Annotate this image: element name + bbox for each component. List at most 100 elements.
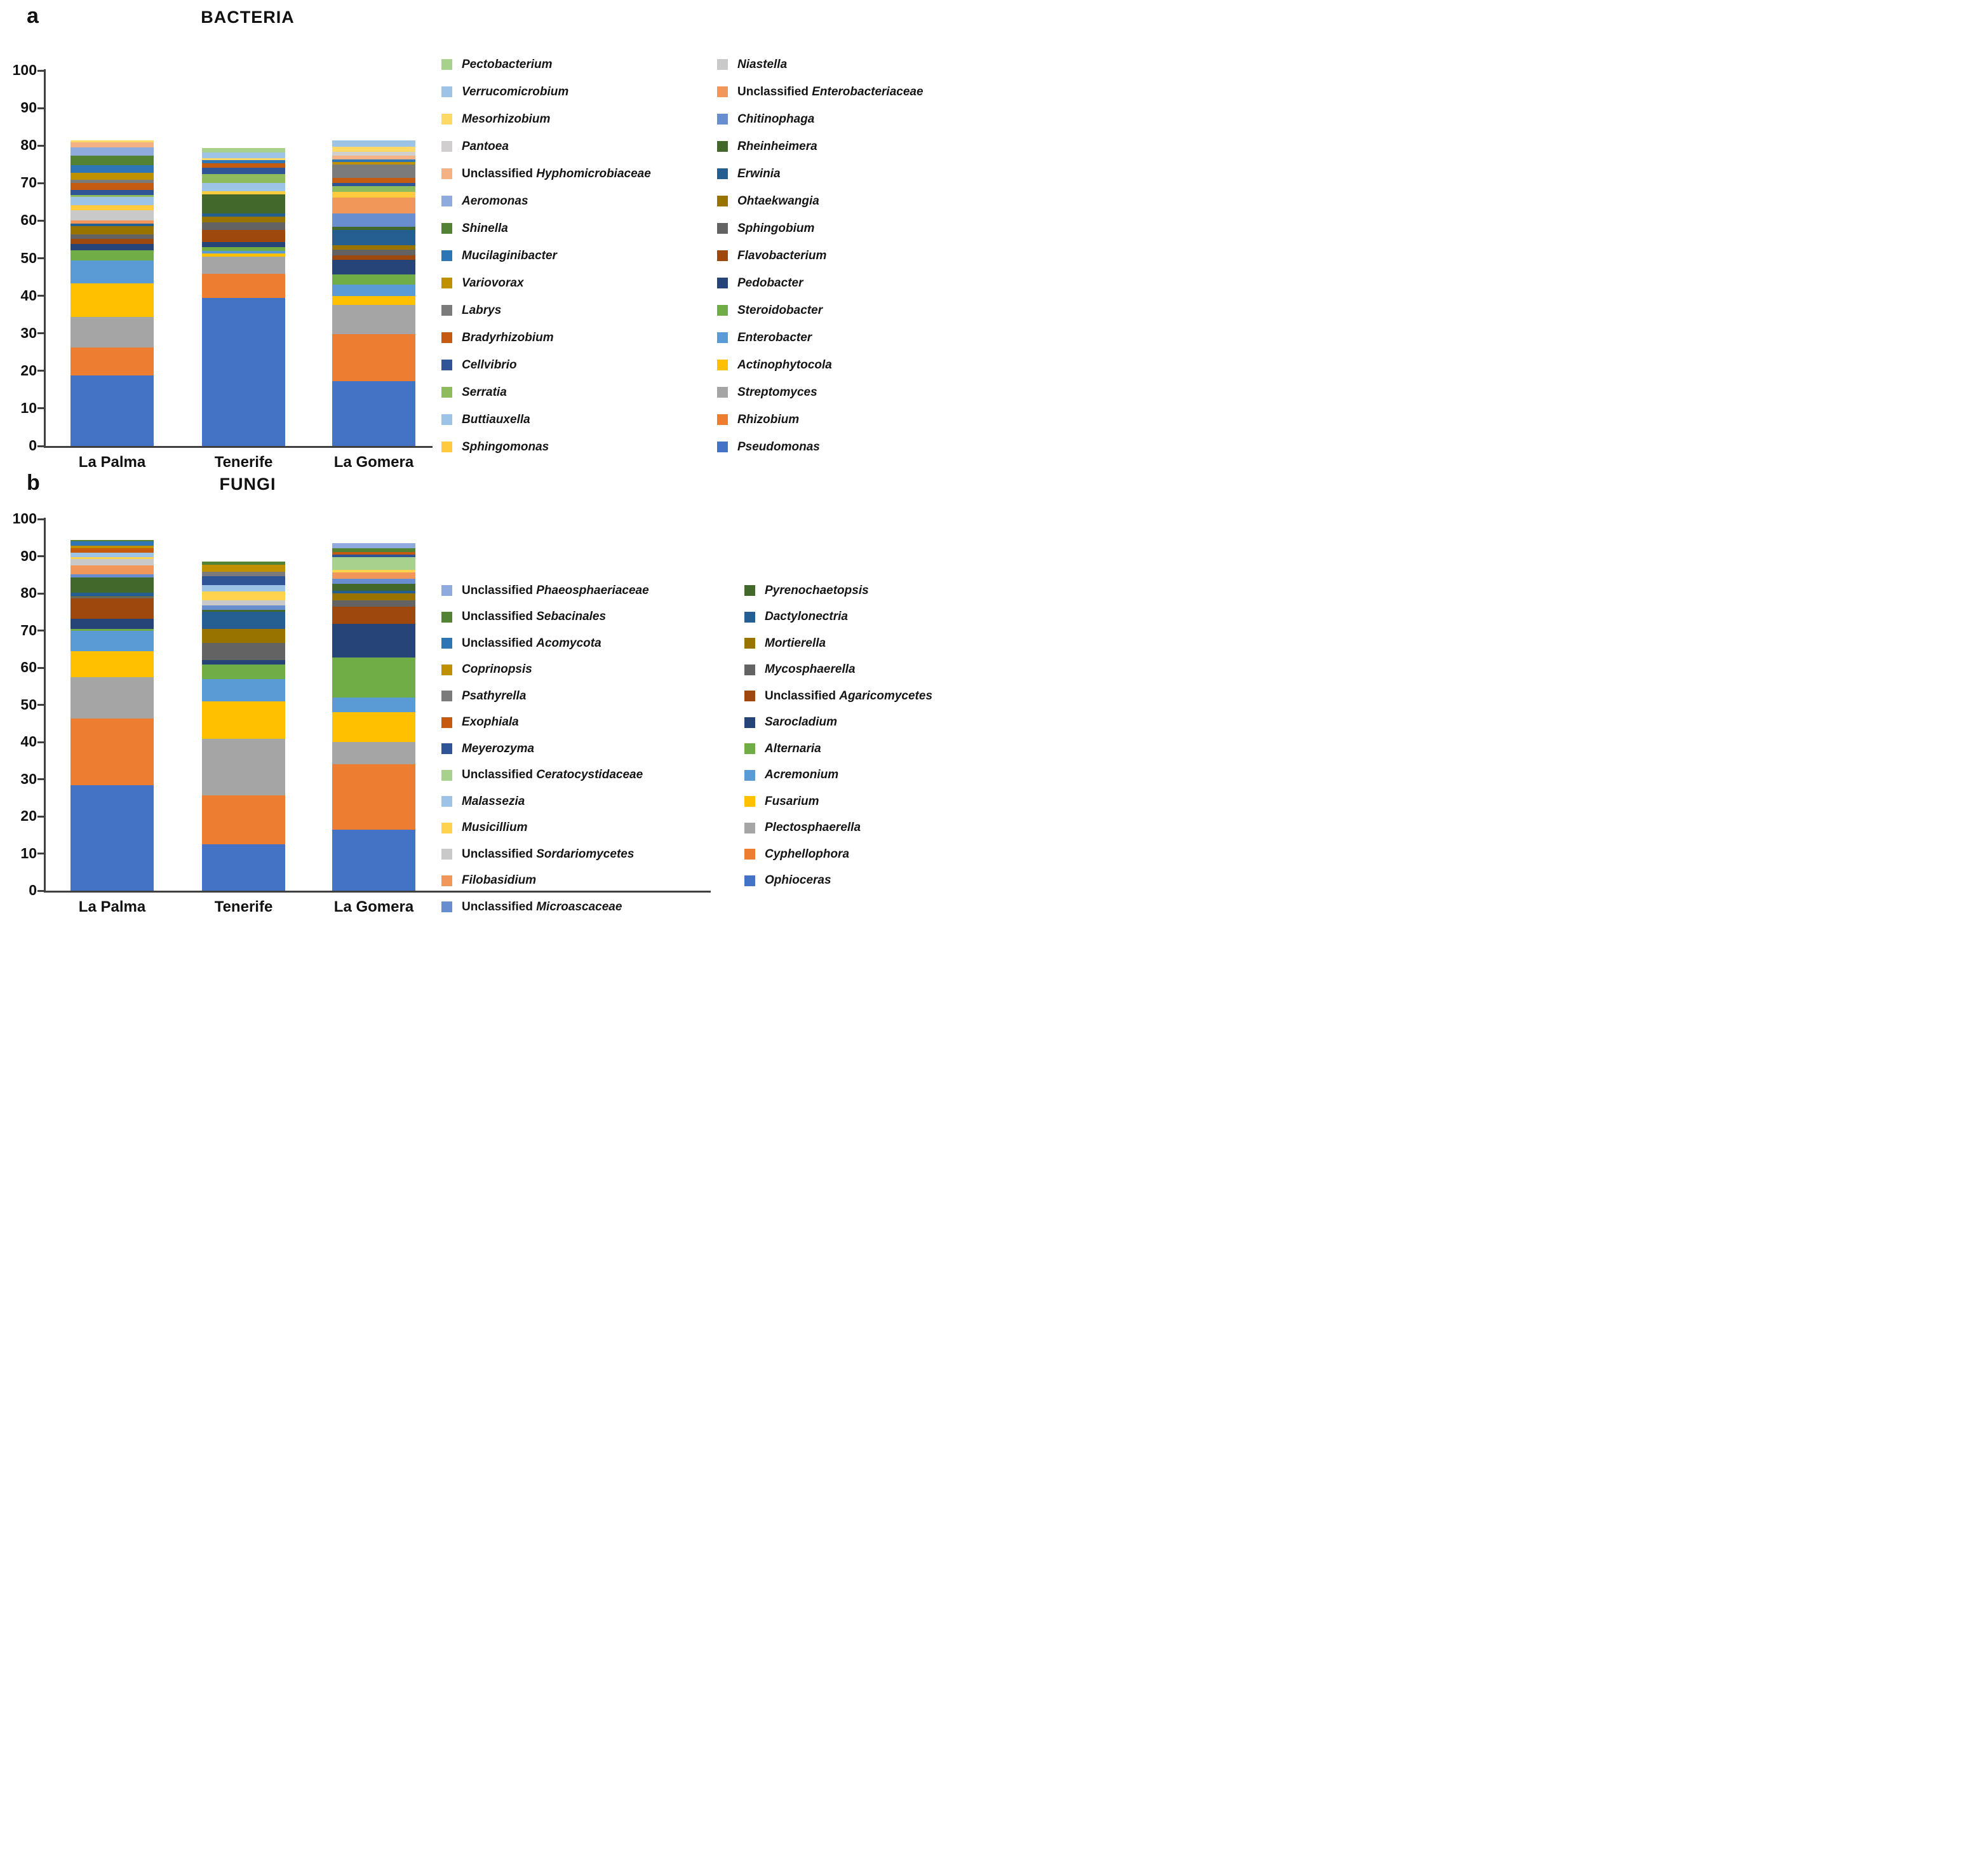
legend-item-label: Enterobacter <box>737 331 812 345</box>
y-axis-tick <box>37 295 44 297</box>
y-axis-tick <box>37 555 44 557</box>
legend-color-swatch-enterobacter <box>717 332 728 343</box>
legend-label-taxon: Mucilaginibacter <box>462 248 557 262</box>
legend-color-swatch-verrucomicrobium <box>441 86 452 97</box>
bar-segment-labrys <box>71 179 154 184</box>
legend-item-label: Unclassified Phaeosphaeriaceae <box>462 584 649 598</box>
legend-item-label: Pyrenochaetopsis <box>765 584 869 598</box>
bar-segment-sarocladium <box>202 659 285 665</box>
bar-segment-plectosphaerella <box>71 677 154 719</box>
bar-segment-enterobacter <box>202 250 285 253</box>
bar-segment-mucilaginibacter <box>71 165 154 173</box>
legend-label-taxon: Bradyrhizobium <box>462 330 554 344</box>
bar-segment-actinophytocola <box>71 283 154 318</box>
legend-label-taxon: Aeromonas <box>462 194 528 208</box>
legend-item-label: Acremonium <box>765 768 838 782</box>
bar-segment-phaeosphaeriaceae <box>332 543 415 548</box>
bar-segment-mucilaginibacter <box>202 159 285 163</box>
legend-item-label: Shinella <box>462 222 508 236</box>
legend-label-taxon: Serratia <box>462 385 507 399</box>
legend-item-label: Aeromonas <box>462 194 528 208</box>
legend-item: Alternaria <box>744 736 932 762</box>
bar-segment-rheinheimera <box>202 194 285 213</box>
bar-segment-steroidobacter <box>332 274 415 285</box>
y-axis-tick <box>37 853 44 854</box>
y-axis-tick-label: 100 <box>12 510 37 527</box>
bar-segment-enterobacteriaceae <box>71 220 154 224</box>
legend-label-taxon: Musicillium <box>462 821 528 835</box>
legend-item: Sarocladium <box>744 710 932 736</box>
legend-item: Streptomyces <box>717 379 923 406</box>
bar-segment-rhizobium <box>202 273 285 298</box>
x-axis-line <box>44 446 433 448</box>
legend-color-swatch-pyrenochaetopsis <box>744 585 755 597</box>
legend-color-swatch-psathyrella <box>441 691 452 702</box>
legend-color-swatch-mycosphaerella <box>744 664 755 675</box>
bar-segment-cellvibrio <box>71 190 154 195</box>
legend-item-label: Steroidobacter <box>737 304 823 318</box>
bar-segment-mortierella <box>332 593 415 601</box>
legend-item: Musicillium <box>441 815 649 842</box>
y-axis-tick-label: 60 <box>20 659 37 675</box>
legend-item: Meyerozyma <box>441 736 649 762</box>
legend-item: Bradyrhizobium <box>441 324 651 351</box>
bar-segment-microascaceae <box>71 574 154 577</box>
legend-color-swatch-sphingobium <box>717 223 728 234</box>
legend-item: Rheinheimera <box>717 133 923 160</box>
legend-label-taxon: Exophiala <box>462 715 519 729</box>
bar-segment-pseudomonas <box>202 297 285 446</box>
legend-item: Verrucomicrobium <box>441 78 651 105</box>
bar-segment-pyrenochaetopsis <box>71 577 154 593</box>
y-axis-line <box>44 518 46 892</box>
legend-label-prefix: Unclassified <box>462 583 537 597</box>
bar-segment-ceratocystidaceae <box>332 557 415 570</box>
bar-segment-mesorhizobium <box>202 158 285 160</box>
bar-segment-aeromonas <box>71 147 154 156</box>
legend-item: Malassezia <box>441 788 649 815</box>
legend-label-taxon: Cyphellophora <box>765 847 850 861</box>
legend-item: Mucilaginibacter <box>441 242 651 269</box>
legend-item: Plectosphaerella <box>744 815 932 842</box>
legend-item-label: Coprinopsis <box>462 663 532 677</box>
legend-item-label: Mucilaginibacter <box>462 249 557 263</box>
x-category-label: La Gomera <box>333 898 414 915</box>
y-axis-tick-label: 40 <box>20 287 37 304</box>
y-axis-tick <box>37 518 44 520</box>
legend-item-label: Actinophytocola <box>737 358 832 372</box>
bar-segment-streptomyces <box>332 304 415 335</box>
legend-item: Pedobacter <box>717 269 923 297</box>
legend-label-taxon: Buttiauxella <box>462 412 530 426</box>
legend-color-swatch-pectobacterium <box>441 59 452 70</box>
legend-label-taxon: Sordariomycetes <box>536 847 635 861</box>
legend-item: Erwinia <box>717 160 923 187</box>
bar-segment-cyphellophora <box>71 719 154 786</box>
bar-segment-meyerozyma <box>202 576 285 585</box>
legend-item: Niastella <box>717 51 923 78</box>
legend-item-label: Sarocladium <box>765 715 837 729</box>
legend-label-taxon: Steroidobacter <box>737 303 823 317</box>
legend-label-taxon: Ophioceras <box>765 874 831 887</box>
legend-item: Unclassified Agaricomycetes <box>744 683 932 710</box>
legend-color-swatch-buttiauxella <box>441 414 452 425</box>
bar-segment-sordariomycetes <box>202 600 285 606</box>
legend-color-swatch-steroidobacter <box>717 305 728 316</box>
legend-column: Pyrenochaetopsis Dactylonectria Mortierell… <box>744 577 932 894</box>
bar-segment-pantoea <box>332 151 415 156</box>
bar-segment-acremonium <box>202 679 285 701</box>
legend-label-taxon: Sarocladium <box>765 715 838 729</box>
legend-color-swatch-rhizobium <box>717 414 728 425</box>
y-axis-tick <box>37 107 44 109</box>
bar-segment-coprinopsis <box>71 546 154 548</box>
y-axis-tick-label: 100 <box>12 62 37 78</box>
x-axis-line <box>44 891 711 893</box>
legend-label-taxon: Sphingomonas <box>462 440 549 454</box>
legend-item-label: Sphingomonas <box>462 440 549 454</box>
panel-letter-a: a <box>27 4 39 28</box>
bar-segment-mortierella <box>202 629 285 644</box>
legend-item-label: Plectosphaerella <box>765 821 861 835</box>
legend-item: Unclassified Hyphomicrobiaceae <box>441 160 651 187</box>
bar-segment-alternaria <box>332 658 415 698</box>
legend-item-label: Niastella <box>737 58 787 72</box>
bar-segment-rheinheimera <box>332 226 415 231</box>
y-axis-tick <box>37 332 44 335</box>
